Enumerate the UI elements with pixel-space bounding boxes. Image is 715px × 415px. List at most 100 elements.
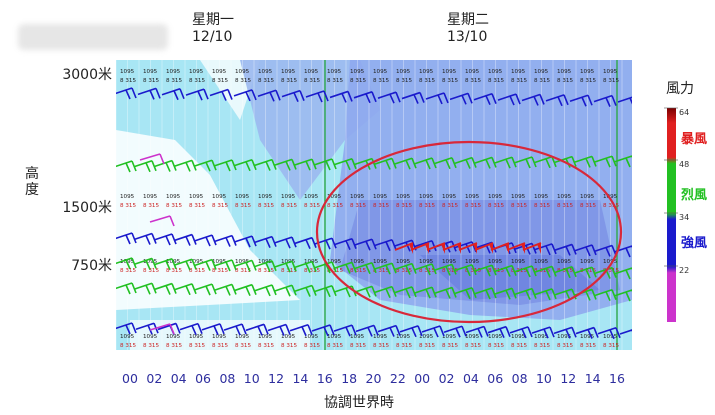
data-label-row: 8 315: [235, 343, 251, 349]
wind-barb: [505, 267, 511, 277]
wind-barb: [305, 263, 311, 273]
wind-barb: [605, 157, 611, 168]
data-label-row: 1095: [143, 69, 158, 75]
wind-barb: [611, 289, 617, 301]
data-label-row: 1095: [580, 334, 595, 340]
hour-tick: 12: [560, 371, 577, 386]
wind-barb: [353, 157, 373, 166]
data-label-row: 1095: [396, 194, 411, 200]
data-label-row: 1095: [442, 194, 457, 200]
data-label-row: 1095: [350, 194, 365, 200]
wind-barb: [513, 265, 533, 273]
data-label-row: 8 315: [419, 268, 435, 274]
wind-barb: [185, 236, 191, 246]
wind-barb: [571, 244, 577, 255]
wind-barb: [533, 243, 553, 251]
wind-barb: [175, 323, 181, 334]
wind-barb: [165, 235, 171, 246]
wind-barb: [573, 266, 593, 274]
wind-barb: [211, 259, 217, 270]
wind-barb: [291, 236, 297, 248]
wind-barb: [333, 158, 353, 166]
data-label-row: 8 315: [120, 343, 136, 349]
wind-barb: [279, 326, 285, 336]
wind-barb: [585, 268, 591, 279]
wind-barb: [191, 258, 197, 270]
data-label-row: 1095: [534, 259, 549, 265]
wind-barb: [231, 284, 237, 295]
wind-barb: [565, 246, 571, 256]
wind-barb: [173, 233, 193, 242]
data-label-row: 1095: [281, 334, 296, 340]
data-label-row: 8 315: [258, 203, 274, 209]
wind-barb: [293, 158, 313, 166]
wind-barb: [461, 325, 467, 337]
data-label-row: 8 315: [511, 78, 527, 84]
data-label-row: 1095: [166, 194, 181, 200]
wind-barb: [525, 290, 531, 300]
data-label-row: 1095: [580, 69, 595, 75]
data-label-row: 8 315: [488, 78, 504, 84]
data-label-row: 1095: [511, 69, 526, 75]
wind-barb: [393, 157, 413, 165]
wind-barb: [257, 89, 277, 98]
wind-barb: [411, 286, 417, 298]
wind-barb: [625, 291, 631, 302]
wind-barb: [531, 288, 537, 299]
wind-barb: [525, 158, 531, 169]
wind-barb: [273, 260, 293, 268]
wind-barb: [251, 235, 257, 247]
data-label-row: 8 315: [396, 203, 412, 209]
wind-barb: [271, 236, 277, 247]
wind-barb: [251, 284, 257, 295]
data-label-row: 8 315: [143, 78, 159, 84]
wind-barb: [331, 285, 337, 297]
wind-barb: [131, 87, 137, 99]
wind-barb-storm: [409, 243, 413, 254]
wind-barb: [209, 88, 229, 97]
data-label-row: 8 315: [465, 343, 481, 349]
data-label-row: 8 315: [557, 203, 573, 209]
data-label-row: 1095: [258, 194, 273, 200]
wind-barb: [185, 88, 205, 96]
wind-barb: [179, 88, 185, 100]
wind-barb: [401, 91, 421, 100]
data-label-row: 8 315: [534, 343, 550, 349]
wind-barb: [371, 262, 377, 274]
wind-barb: [185, 285, 191, 296]
wind-barb: [151, 233, 157, 244]
data-label-row: 1095: [580, 194, 595, 200]
wind-barb: [593, 288, 613, 297]
data-label-row: 8 315: [534, 78, 550, 84]
wind-barb: [353, 91, 373, 99]
data-label-row: 1095: [212, 194, 227, 200]
data-label-row: 8 315: [143, 343, 159, 349]
day-label-monday: 星期一 12/10: [192, 12, 234, 46]
wind-barb: [613, 267, 632, 275]
wind-barb: [269, 91, 275, 102]
wind-barb: [425, 159, 431, 170]
data-label-row: 8 315: [373, 343, 389, 349]
data-label-row: 8 315: [304, 203, 320, 209]
wind-barb: [233, 89, 253, 97]
wind-barb: [585, 291, 591, 301]
legend-threshold-64: 64: [679, 108, 690, 117]
wind-barb: [585, 246, 591, 257]
data-label-row: 8 315: [534, 268, 550, 274]
legend-threshold-34: 34: [679, 213, 690, 222]
wind-barb: [197, 323, 203, 334]
wind-barb: [571, 327, 577, 338]
wind-barb: [133, 232, 153, 241]
wind-barb: [477, 328, 483, 338]
wind-barb: [213, 259, 233, 267]
wind-barb: [545, 94, 565, 102]
wind-barb: [609, 329, 615, 340]
data-label-row: 8 315: [166, 343, 182, 349]
wind-barb: [631, 330, 632, 332]
data-label-row: 1095: [281, 194, 296, 200]
wind-barb: [385, 288, 391, 298]
wind-barb: [305, 160, 311, 171]
wind-barb: [251, 260, 257, 271]
wind-barb: [253, 235, 273, 244]
